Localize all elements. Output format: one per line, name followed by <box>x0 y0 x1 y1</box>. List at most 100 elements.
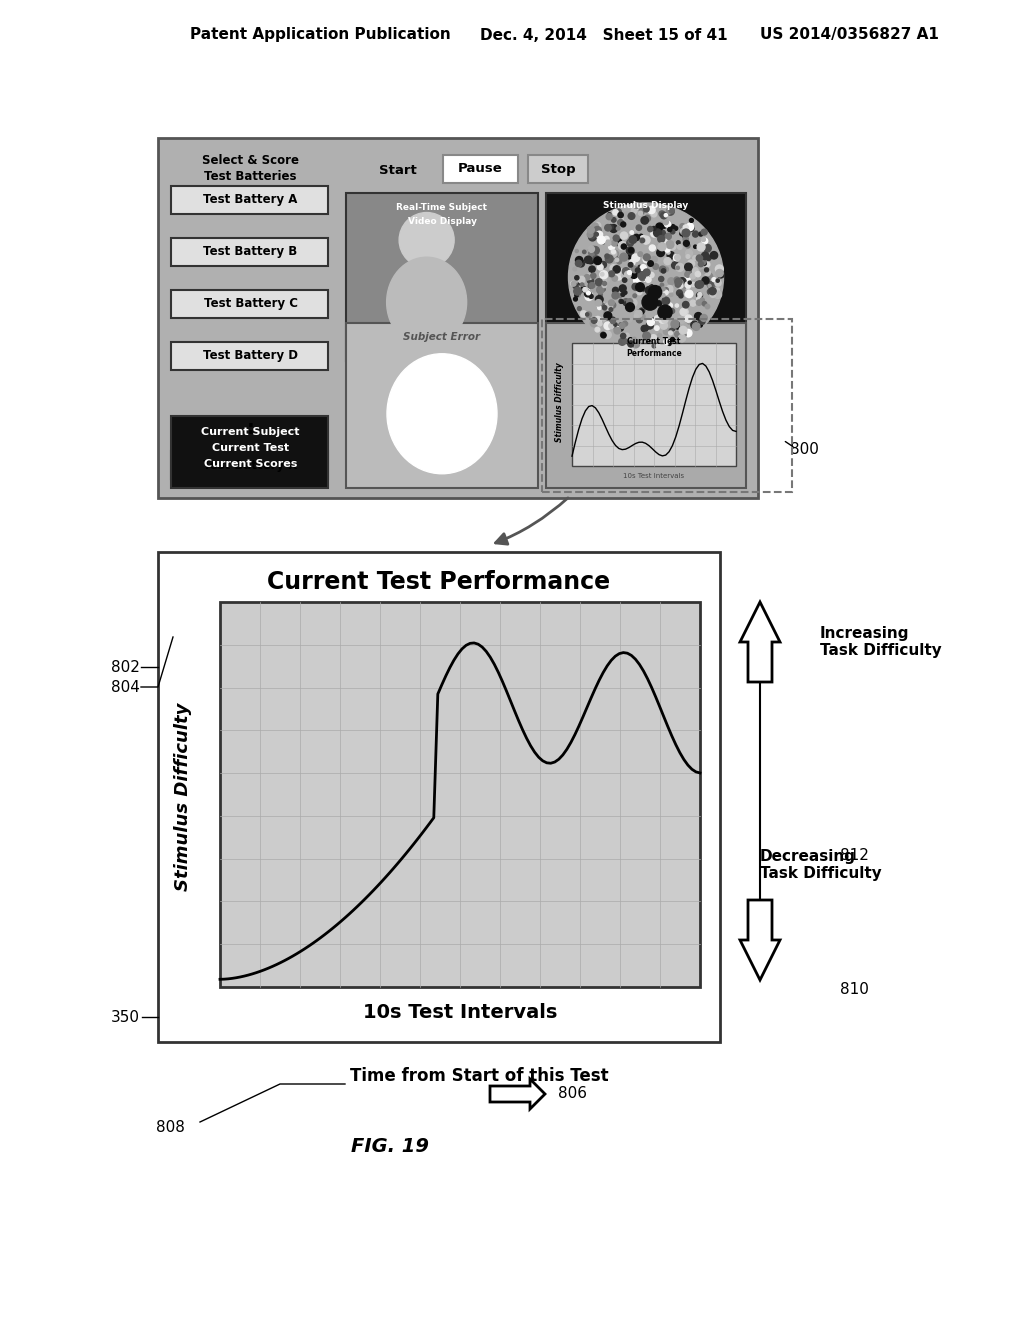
Circle shape <box>577 293 581 297</box>
Circle shape <box>609 224 617 232</box>
Circle shape <box>618 218 624 222</box>
Circle shape <box>600 261 606 268</box>
Circle shape <box>612 288 618 293</box>
Circle shape <box>670 309 675 313</box>
Circle shape <box>682 285 686 288</box>
Circle shape <box>621 288 625 292</box>
Text: Stimulus Difficulty: Stimulus Difficulty <box>555 362 563 442</box>
Circle shape <box>629 248 634 253</box>
Circle shape <box>667 220 672 226</box>
Circle shape <box>644 326 648 330</box>
Circle shape <box>600 272 604 276</box>
Circle shape <box>628 213 635 219</box>
Circle shape <box>665 288 669 292</box>
Circle shape <box>696 297 701 301</box>
Circle shape <box>686 226 690 230</box>
Circle shape <box>668 308 671 312</box>
Circle shape <box>712 277 716 281</box>
Circle shape <box>685 315 692 322</box>
Ellipse shape <box>399 213 454 268</box>
Circle shape <box>644 215 650 222</box>
Circle shape <box>628 341 634 347</box>
Circle shape <box>716 279 719 282</box>
Circle shape <box>599 277 606 285</box>
Circle shape <box>708 289 713 294</box>
Circle shape <box>640 275 645 281</box>
Text: 808: 808 <box>156 1119 185 1134</box>
Circle shape <box>643 304 647 308</box>
Circle shape <box>640 286 645 292</box>
Text: 810: 810 <box>840 982 869 998</box>
Circle shape <box>589 267 595 272</box>
Circle shape <box>604 322 611 330</box>
Bar <box>158 552 720 1041</box>
Text: Current Subject: Current Subject <box>202 426 300 437</box>
Circle shape <box>709 288 716 294</box>
Circle shape <box>716 288 720 292</box>
Circle shape <box>657 334 662 337</box>
Circle shape <box>670 329 673 333</box>
Circle shape <box>617 325 624 331</box>
Circle shape <box>597 286 604 293</box>
Circle shape <box>624 284 631 292</box>
Circle shape <box>652 318 655 321</box>
Circle shape <box>604 312 611 319</box>
Circle shape <box>686 267 692 273</box>
Circle shape <box>633 294 637 297</box>
Circle shape <box>669 331 673 335</box>
Circle shape <box>667 240 674 248</box>
Circle shape <box>573 288 582 296</box>
Circle shape <box>655 288 664 296</box>
Circle shape <box>668 227 672 231</box>
Circle shape <box>635 310 642 317</box>
Circle shape <box>587 290 591 294</box>
Text: Pause: Pause <box>458 162 503 176</box>
Circle shape <box>648 227 653 232</box>
Circle shape <box>627 255 631 259</box>
Circle shape <box>698 232 702 236</box>
Circle shape <box>585 257 591 263</box>
Circle shape <box>658 243 666 251</box>
Circle shape <box>646 301 652 306</box>
Bar <box>171 290 328 318</box>
Circle shape <box>693 268 698 273</box>
Circle shape <box>677 280 683 285</box>
Circle shape <box>697 243 706 251</box>
Circle shape <box>634 277 640 284</box>
Circle shape <box>598 306 601 310</box>
Circle shape <box>678 317 685 323</box>
Circle shape <box>579 281 583 285</box>
Circle shape <box>684 301 690 308</box>
Bar <box>346 323 538 488</box>
Circle shape <box>639 309 644 314</box>
Circle shape <box>611 249 615 253</box>
Circle shape <box>620 300 623 304</box>
Circle shape <box>595 232 598 236</box>
Bar <box>546 193 746 360</box>
Circle shape <box>680 223 685 228</box>
Circle shape <box>649 272 654 277</box>
Circle shape <box>678 282 683 288</box>
Circle shape <box>644 206 649 213</box>
Circle shape <box>630 231 634 234</box>
Circle shape <box>622 244 627 249</box>
Circle shape <box>663 239 667 243</box>
Text: Performance: Performance <box>626 348 682 358</box>
Circle shape <box>612 242 616 246</box>
Circle shape <box>605 302 612 310</box>
Circle shape <box>573 284 579 289</box>
Circle shape <box>685 293 689 297</box>
Circle shape <box>630 260 635 265</box>
Circle shape <box>686 249 692 256</box>
Text: 802: 802 <box>112 660 140 675</box>
Circle shape <box>618 242 627 249</box>
Circle shape <box>588 257 594 264</box>
Circle shape <box>628 300 633 306</box>
Circle shape <box>654 315 659 321</box>
Circle shape <box>667 285 673 292</box>
Circle shape <box>678 244 682 249</box>
Circle shape <box>693 246 697 248</box>
Circle shape <box>702 301 707 306</box>
Circle shape <box>648 260 652 264</box>
Circle shape <box>693 231 698 235</box>
